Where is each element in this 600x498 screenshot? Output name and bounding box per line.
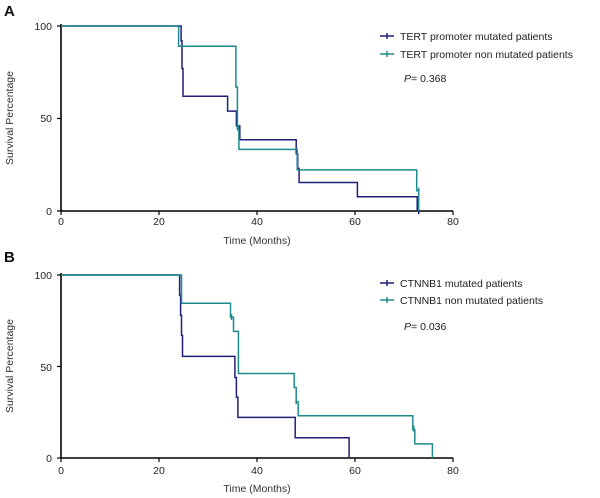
panel-b-legend: CTNNB1 mutated patients CTNNB1 non mutat… (380, 278, 543, 333)
panel-b-x-axis-title: Time (Months) (223, 483, 290, 495)
panel-a: A Survival Percentage Time (Months) 0 20… (4, 3, 573, 247)
panel-b-x-tick-0: 0 (58, 465, 64, 477)
panel-a-y-tick-50: 50 (40, 113, 52, 125)
panel-a-p-number: = 0.368 (411, 73, 446, 85)
panel-a-x-tick-20: 20 (153, 216, 165, 228)
panel-b-y-tick-100: 100 (34, 270, 52, 282)
panel-b-y-tick-0: 0 (46, 453, 52, 465)
panel-a-legend: TERT promoter mutated patients TERT prom… (380, 31, 573, 85)
panel-b-x-tick-80: 80 (447, 465, 459, 477)
panel-b-plot-area (57, 273, 454, 462)
panel-b-series-non-mutated-line (61, 274, 434, 458)
panel-b-legend-marker-mutated (380, 280, 394, 286)
panel-b-legend-mutated: CTNNB1 mutated patients (400, 278, 523, 290)
panel-a-label: A (4, 3, 15, 20)
panel-b-y-axis-title: Survival Percentage (4, 319, 16, 413)
panel-a-p-symbol: P (404, 73, 411, 85)
panel-a-plot-area (57, 24, 454, 215)
panel-b: B Survival Percentage Time (Months) 0 20… (4, 249, 543, 495)
panel-b-label: B (4, 249, 15, 266)
panel-b-p-value: P= 0.036 (404, 321, 447, 333)
panel-b-legend-marker-non-mutated (380, 297, 394, 303)
panel-b-p-symbol: P (404, 321, 411, 333)
panel-b-y-tick-50: 50 (40, 362, 52, 374)
panel-a-legend-marker-non-mutated (380, 51, 394, 57)
panel-a-series-mutated-line (61, 25, 418, 211)
panel-a-x-axis-title: Time (Months) (223, 235, 290, 247)
panel-a-x-tick-0: 0 (58, 216, 64, 228)
panel-b-series-mutated-line (61, 274, 350, 458)
panel-a-series-non-mutated-line (61, 25, 420, 211)
panel-a-y-tick-100: 100 (34, 21, 52, 33)
panel-a-legend-marker-mutated (380, 33, 394, 39)
panel-a-x-tick-60: 60 (349, 216, 361, 228)
panel-b-x-tick-40: 40 (251, 465, 263, 477)
panel-b-x-tick-60: 60 (349, 465, 361, 477)
panel-a-x-tick-40: 40 (251, 216, 263, 228)
panel-b-x-tick-20: 20 (153, 465, 165, 477)
panel-b-legend-non-mutated: CTNNB1 non mutated patients (400, 295, 543, 307)
panel-a-legend-non-mutated: TERT promoter non mutated patients (400, 49, 573, 61)
panel-a-p-value: P= 0.368 (404, 73, 447, 85)
panel-b-p-number: = 0.036 (411, 321, 446, 333)
panel-a-legend-mutated: TERT promoter mutated patients (400, 31, 553, 43)
panel-a-x-tick-80: 80 (447, 216, 459, 228)
panel-a-y-axis-title: Survival Percentage (4, 71, 16, 165)
panel-a-y-tick-0: 0 (46, 206, 52, 218)
